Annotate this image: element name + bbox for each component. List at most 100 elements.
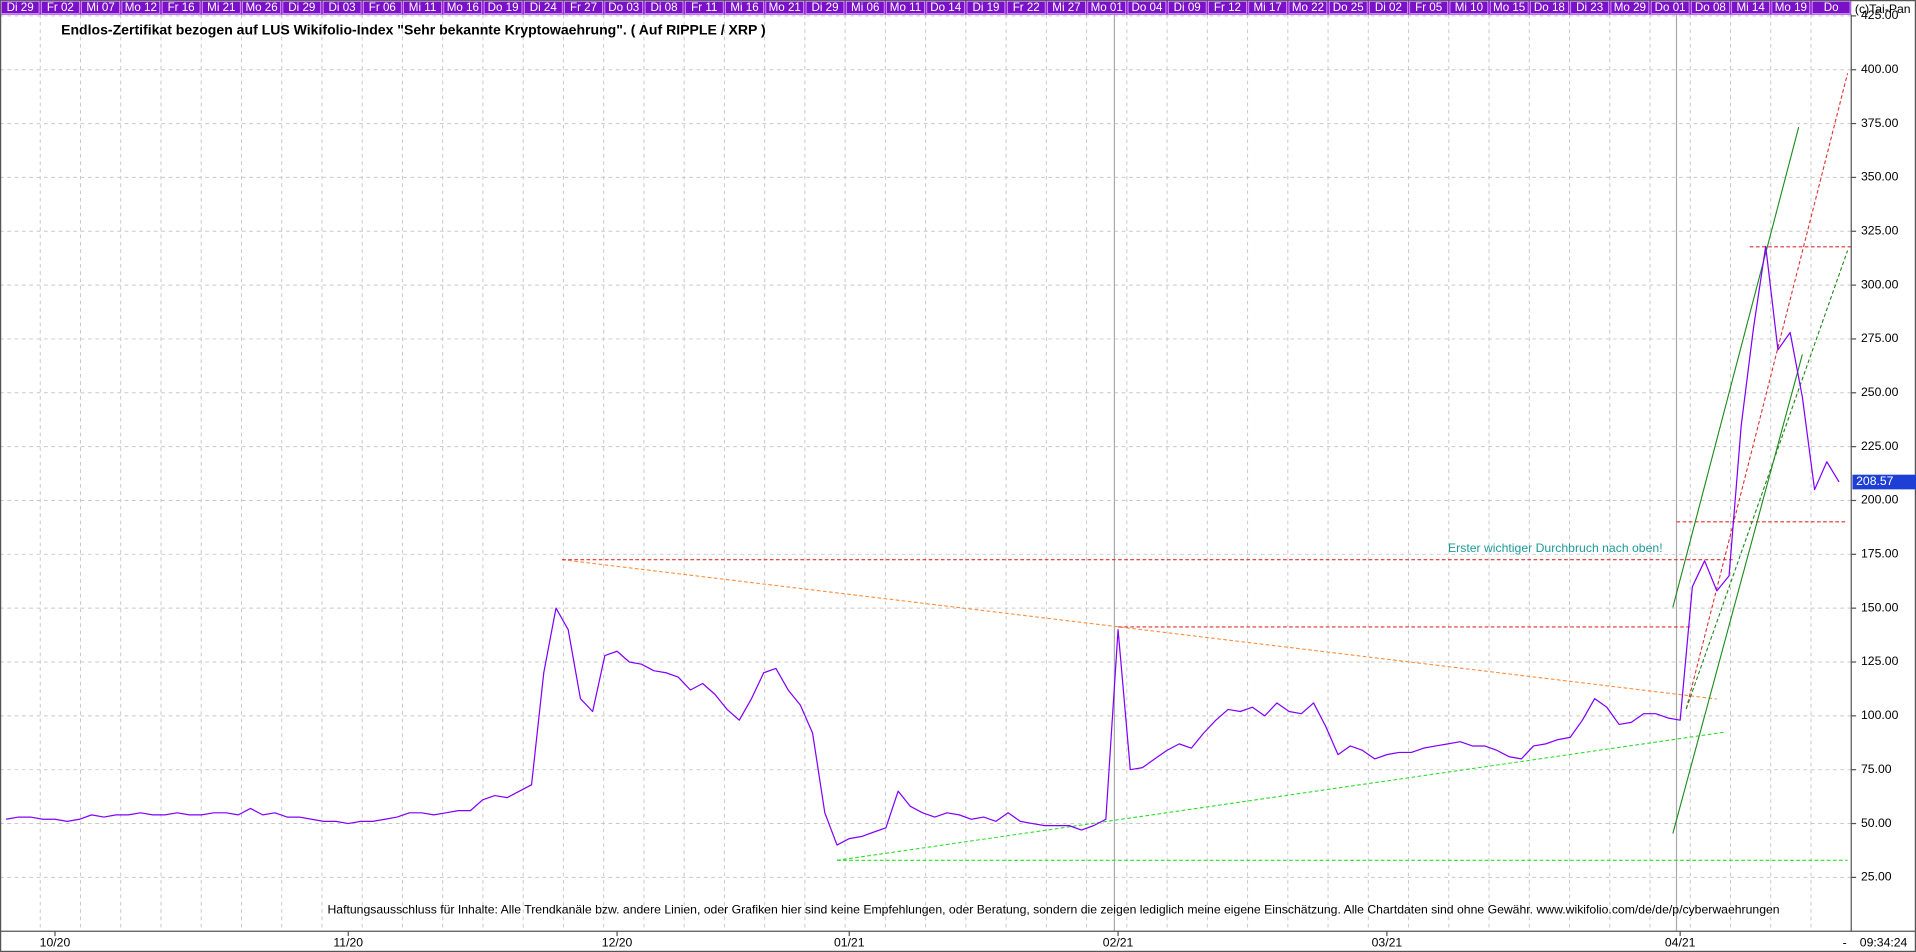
top-date-label: Fr 27 (570, 1, 597, 14)
top-date-label: Mo 22 (1292, 1, 1324, 14)
top-date-label: Mi 06 (851, 1, 879, 14)
y-tick-label: 350.00 (1861, 170, 1899, 184)
date-cell (81, 0, 120, 14)
top-date-label: Di 29 (288, 1, 315, 14)
plot-layer (6, 245, 1840, 846)
top-date-label: Fr 12 (1214, 1, 1241, 14)
top-date-label: Mo 21 (769, 1, 801, 14)
y-tick-label: 250.00 (1861, 385, 1899, 399)
date-cell (161, 0, 201, 14)
y-tick-label: 150.00 (1861, 600, 1899, 614)
y-tick-label: 400.00 (1861, 62, 1899, 76)
last-value-label: 208.57 (1856, 474, 1894, 488)
y-tick-label: 225.00 (1861, 439, 1899, 453)
y-tick-label: 325.00 (1861, 223, 1899, 237)
y-tick-label: 275.00 (1861, 331, 1899, 345)
top-date-label: Mi 16 (730, 1, 758, 14)
x-tick-label: 03/21 (1372, 936, 1403, 950)
date-cell (403, 0, 442, 14)
date-cell (443, 0, 483, 14)
top-date-label: Mi 21 (207, 1, 235, 14)
top-date-label: Do 01 (1655, 1, 1686, 14)
trend-line (1672, 354, 1803, 834)
grid-layer (0, 14, 1852, 932)
trend-line (562, 559, 1717, 700)
date-cell (1409, 0, 1448, 14)
date-cell (1208, 0, 1247, 14)
date-cell (282, 0, 322, 14)
top-date-label: Di 29 (811, 1, 838, 14)
x-tick-label: 01/21 (834, 936, 865, 950)
date-cell (1369, 0, 1408, 14)
date-cell (966, 0, 1006, 14)
date-cell (1449, 0, 1489, 14)
top-date-label: Mi 14 (1736, 1, 1765, 14)
date-cell (1127, 0, 1167, 14)
date-cell (1811, 0, 1851, 14)
top-date-label: Di 19 (972, 1, 999, 14)
top-date-label: Do 19 (488, 1, 519, 14)
date-cell (1328, 0, 1368, 14)
top-date-label: Fr 11 (691, 1, 717, 14)
x-tick-label: 11/20 (333, 936, 363, 950)
x-tick-label: 12/20 (602, 936, 633, 950)
date-cell (1168, 0, 1207, 14)
disclaimer: Haftungsausschluss für Inhalte: Alle Tre… (327, 903, 1779, 917)
date-cell (765, 0, 804, 14)
top-date-label: Mo 26 (245, 1, 277, 14)
top-date-label: Mi 17 (1254, 1, 1282, 14)
top-date-label: Fr 22 (1013, 1, 1040, 14)
date-cell (604, 0, 643, 14)
date-cell (1248, 0, 1287, 14)
trend-line (1672, 126, 1800, 608)
annotation: Erster wichtiger Durchbruch nach oben! (1448, 541, 1663, 555)
date-cell (41, 0, 80, 14)
price-line (6, 245, 1840, 846)
top-date-label: Mi 07 (86, 1, 114, 14)
date-cell (926, 0, 965, 14)
date-cell (644, 0, 684, 14)
y-tick-label: 75.00 (1861, 762, 1892, 776)
y-tick-label: 375.00 (1861, 116, 1899, 130)
date-cell (685, 0, 724, 14)
trend-line (836, 731, 1726, 861)
y-tick-label: 175.00 (1861, 547, 1899, 561)
date-cell (725, 0, 764, 14)
top-date-label: Di 08 (650, 1, 677, 14)
date-cell (564, 0, 603, 14)
date-cell (805, 0, 845, 14)
y-tick-label: 25.00 (1861, 870, 1892, 884)
x-tick-label: 02/21 (1103, 936, 1134, 950)
date-cell (524, 0, 563, 14)
date-cell (322, 0, 362, 14)
copyright: (c)Tai-Pan (1855, 2, 1911, 16)
y-tick-label: 425.00 (1861, 8, 1899, 22)
time-label: 09:34:24 (1860, 936, 1908, 950)
date-cell (483, 0, 523, 14)
top-date-label: Do 25 (1333, 1, 1364, 14)
top-date-label: Mo 19 (1775, 1, 1807, 14)
date-cell (1610, 0, 1650, 14)
last-value-tag (1852, 474, 1916, 490)
top-date-label: Di 03 (329, 1, 356, 14)
top-date-label: Di 09 (1174, 1, 1201, 14)
top-date-label: Mi 10 (1455, 1, 1483, 14)
top-date-label: Do 03 (608, 1, 639, 14)
date-cell (1771, 0, 1811, 14)
trend-line (1685, 250, 1849, 709)
corner-label: - (1843, 936, 1847, 950)
top-date-label: Fr 05 (1415, 1, 1442, 14)
date-cell (1288, 0, 1328, 14)
top-date-label: Do 18 (1534, 1, 1565, 14)
date-cell (1691, 0, 1730, 14)
top-date-label: Di 24 (530, 1, 558, 14)
date-cell (1530, 0, 1569, 14)
top-date-label: Di 29 (7, 1, 34, 14)
date-cell (1570, 0, 1609, 14)
top-date-label: Mo 01 (1091, 1, 1123, 14)
top-date-label: Mo 16 (447, 1, 479, 14)
date-cell (242, 0, 281, 14)
top-date-label: Fr 02 (47, 1, 74, 14)
